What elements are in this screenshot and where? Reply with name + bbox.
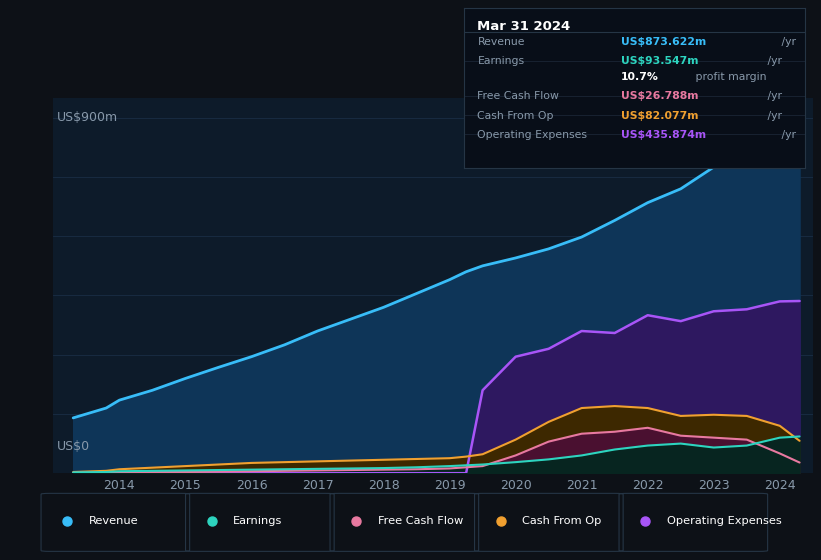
Text: /yr: /yr xyxy=(764,57,782,66)
Text: US$82.077m: US$82.077m xyxy=(621,110,698,120)
Text: US$873.622m: US$873.622m xyxy=(621,37,706,47)
Text: Cash From Op: Cash From Op xyxy=(478,110,554,120)
Text: /yr: /yr xyxy=(764,110,782,120)
Text: Operating Expenses: Operating Expenses xyxy=(478,130,588,139)
Text: /yr: /yr xyxy=(764,91,782,101)
Text: Free Cash Flow: Free Cash Flow xyxy=(378,516,463,526)
Text: Operating Expenses: Operating Expenses xyxy=(667,516,782,526)
Text: Free Cash Flow: Free Cash Flow xyxy=(478,91,559,101)
Text: profit margin: profit margin xyxy=(692,72,767,82)
Text: /yr: /yr xyxy=(778,37,796,47)
Text: US$26.788m: US$26.788m xyxy=(621,91,698,101)
Text: Revenue: Revenue xyxy=(478,37,525,47)
Text: Cash From Op: Cash From Op xyxy=(522,516,602,526)
Text: Earnings: Earnings xyxy=(233,516,282,526)
Text: Revenue: Revenue xyxy=(89,516,138,526)
Text: US$0: US$0 xyxy=(57,440,90,452)
Text: /yr: /yr xyxy=(778,130,796,139)
Text: 10.7%: 10.7% xyxy=(621,72,658,82)
Text: US$900m: US$900m xyxy=(57,111,118,124)
Text: Earnings: Earnings xyxy=(478,57,525,66)
Text: US$435.874m: US$435.874m xyxy=(621,130,706,139)
Text: US$93.547m: US$93.547m xyxy=(621,57,698,66)
Text: Mar 31 2024: Mar 31 2024 xyxy=(478,20,571,32)
